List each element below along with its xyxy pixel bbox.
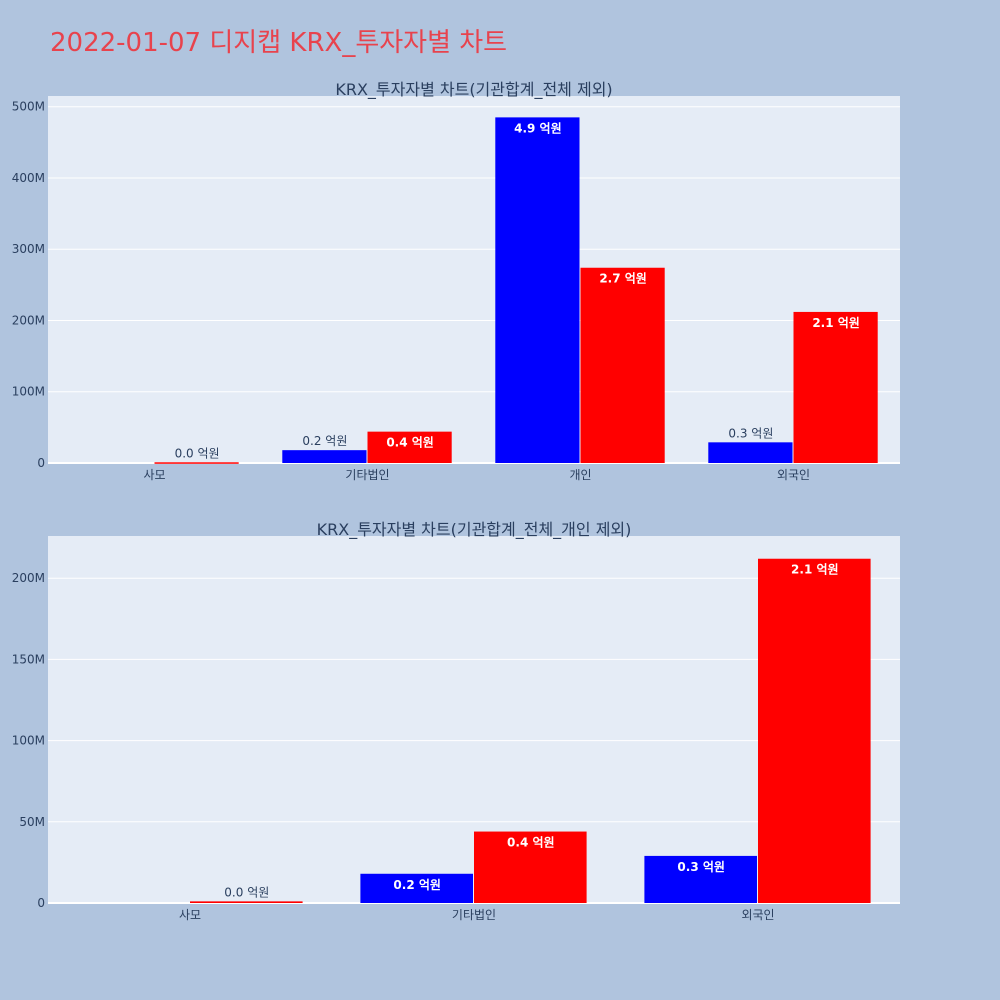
data-label: 2.1 억원 [812, 316, 860, 330]
data-label: 0.4 억원 [386, 436, 434, 450]
y-tick-label: 50M [19, 815, 45, 829]
y-tick-label: 200M [12, 313, 45, 327]
data-label: 0.4 억원 [507, 836, 555, 850]
bar [758, 558, 871, 903]
bar [580, 267, 665, 463]
bar [190, 901, 303, 903]
data-label: 0.2 억원 [302, 434, 347, 448]
data-label: 0.2 억원 [393, 878, 441, 892]
y-tick-label: 500M [12, 100, 45, 114]
x-tick-label: 기타법인 [345, 468, 389, 482]
x-tick-label: 기타법인 [452, 908, 496, 922]
data-label: 0.0 억원 [175, 446, 220, 460]
bar [367, 431, 452, 463]
data-label: 0.0 억원 [224, 885, 269, 899]
plot-area [48, 96, 900, 463]
bar [282, 450, 367, 463]
bar [474, 831, 587, 903]
x-tick-label: 외국인 [741, 908, 774, 922]
chart-title: KRX_투자자별 차트(기관합계_전체 제외) [335, 80, 612, 100]
y-tick-label: 400M [12, 171, 45, 185]
y-tick-label: 150M [12, 652, 45, 666]
data-label: 2.1 억원 [791, 563, 839, 577]
data-label: 0.3 억원 [728, 426, 773, 440]
y-tick-label: 100M [12, 385, 45, 399]
x-tick-label: 사모 [179, 908, 201, 922]
data-label: 0.3 억원 [677, 860, 725, 874]
chart-bottom: 0 50M 100M 150M 200M KRX_투자자별 차트(기관합계_전체_개인 제… [12, 520, 900, 922]
x-tick-label: 개인 [569, 468, 591, 482]
data-label: 4.9 억원 [514, 121, 562, 135]
bar [793, 311, 878, 463]
bar [495, 117, 580, 464]
data-label: 2.7 억원 [599, 272, 647, 286]
chart-top: 0 100M 200M 300M 400M 500M KRX_투자자별 차트(기관합계_전체… [12, 80, 900, 482]
x-tick-label: 사모 [143, 468, 165, 482]
x-tick-label: 외국인 [777, 468, 810, 482]
bar [708, 442, 793, 463]
bar [154, 462, 239, 464]
y-tick-label: 300M [12, 242, 45, 256]
y-tick-label: 200M [12, 571, 45, 585]
page-title: 2022-01-07 디지캡 KRX_투자자별 차트 [50, 28, 508, 58]
bar [644, 855, 757, 903]
y-tick-label: 0 [37, 896, 45, 910]
chart-title: KRX_투자자별 차트(기관합계_전체_개인 제외) [317, 520, 632, 540]
bar [360, 873, 473, 903]
y-tick-label: 0 [37, 456, 45, 470]
y-tick-label: 100M [12, 734, 45, 748]
